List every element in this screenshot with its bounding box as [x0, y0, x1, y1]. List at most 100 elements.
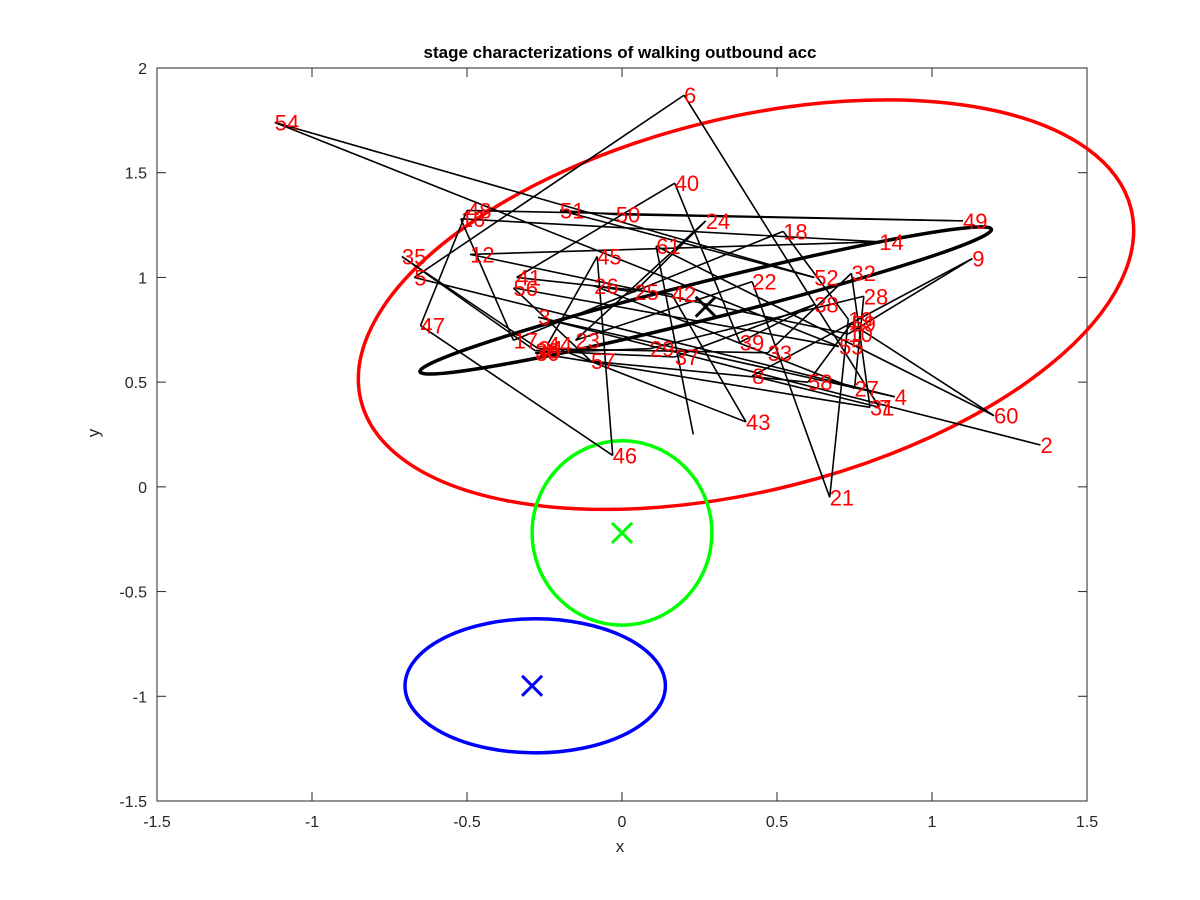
point-label: 26	[594, 274, 618, 299]
trajectory-segment	[596, 256, 614, 456]
point-label: 30	[535, 341, 559, 366]
x-tick-label: -0.5	[453, 814, 481, 831]
trajectory-segment	[828, 319, 850, 498]
point-label: 44	[548, 332, 572, 357]
cluster-centers	[521, 295, 717, 697]
trajectory-segment	[752, 375, 880, 409]
cluster-ellipse	[356, 98, 1136, 512]
point-label: 34	[538, 337, 562, 362]
trajectory-segment	[513, 230, 784, 341]
point-label: 27	[855, 376, 879, 401]
point-label: 16	[461, 207, 485, 232]
trajectory-segment	[655, 245, 695, 435]
point-label: 29	[650, 337, 674, 362]
point-label: 43	[746, 410, 770, 435]
trajectory-segment	[847, 257, 973, 335]
x-tick-label: -1	[305, 814, 319, 831]
y-tick-label: -1.5	[119, 794, 147, 811]
trajectory-segment	[575, 280, 753, 342]
point-label: 25	[634, 280, 658, 305]
point-label: 23	[576, 328, 600, 353]
trajectory-segment	[633, 220, 707, 293]
point-label: 9	[972, 247, 984, 272]
point-label: 24	[706, 209, 730, 234]
trajectory-segment	[460, 218, 515, 341]
trajectory-segment	[593, 285, 855, 390]
y-tick-label: 0.5	[125, 375, 147, 392]
x-tick-label: 0.5	[766, 814, 788, 831]
point-label: 28	[864, 284, 888, 309]
cluster-ellipses	[356, 98, 1136, 755]
point-label: 45	[597, 244, 621, 269]
point-label: 38	[814, 293, 838, 318]
point-label: 3	[538, 305, 550, 330]
y-tick-labels: -1.5 -1 -0.5 0 0.5 1 1.5 2	[119, 61, 147, 811]
point-label: 12	[470, 242, 494, 267]
point-label: 61	[656, 234, 680, 259]
cluster-ellipse	[403, 617, 668, 755]
point-label: 54	[275, 110, 299, 135]
point-label: 58	[808, 370, 832, 395]
trajectory-segment	[559, 209, 815, 279]
point-label: 32	[851, 261, 875, 286]
y-tick-label: 1	[138, 270, 147, 287]
point-label: 37	[675, 345, 699, 370]
trajectory-segment	[538, 316, 895, 398]
y-tick-label: -0.5	[119, 585, 147, 602]
trajectory-segment	[547, 343, 747, 423]
trajectory-segment	[512, 287, 592, 362]
point-label: 48	[467, 198, 491, 223]
point-label: 17	[514, 328, 538, 353]
point-label: 8	[752, 364, 764, 389]
point-label: 39	[740, 330, 764, 355]
point-label: 6	[684, 83, 696, 108]
point-label: 2	[1041, 433, 1053, 458]
point-label: 36	[535, 339, 559, 364]
cluster-center-marker	[521, 674, 544, 697]
trajectory-segment	[274, 121, 840, 348]
trajectory-segment	[615, 213, 964, 222]
point-label: 22	[752, 270, 776, 295]
trajectory-segment	[419, 210, 468, 326]
trajectory-segment	[538, 347, 768, 354]
trajectory-segment	[850, 322, 995, 417]
point-label: 52	[814, 265, 838, 290]
trajectory-segment	[670, 293, 747, 423]
cluster-center-marker	[694, 295, 717, 318]
trajectory-segment	[460, 217, 880, 243]
point-label: 50	[616, 203, 640, 228]
cluster-ellipse	[530, 439, 714, 627]
trajectory-segment	[673, 182, 741, 343]
x-axis-label: x	[616, 837, 625, 856]
x-tick-label: -1.5	[143, 814, 171, 831]
point-label: 31	[870, 395, 894, 420]
trajectory	[274, 94, 1041, 498]
trajectory-segment	[413, 94, 685, 279]
trajectory-segment	[516, 182, 676, 279]
chart-title: stage characterizations of walking outbo…	[424, 43, 817, 62]
point-label: 40	[675, 171, 699, 196]
point-label: 57	[591, 349, 615, 374]
point-label: 46	[613, 443, 637, 468]
trajectory-segment	[546, 256, 598, 345]
point-label: 4	[895, 385, 907, 410]
y-tick-label: -1	[133, 689, 147, 706]
point-label: 49	[963, 209, 987, 234]
trajectory-segment	[655, 245, 995, 417]
x-tick-label: 0	[618, 814, 627, 831]
point-label: 47	[421, 314, 445, 339]
x-tick-labels: -1.5 -1 -0.5 0 0.5 1 1.5	[143, 814, 1098, 831]
trajectory-segment	[807, 323, 853, 383]
point-label: 60	[994, 404, 1018, 429]
point-label: 18	[783, 219, 807, 244]
point-label: 7	[879, 395, 891, 420]
point-label: 21	[830, 485, 854, 510]
y-tick-label: 2	[138, 61, 147, 78]
point-label: 5	[414, 265, 426, 290]
point-label: 41	[517, 265, 541, 290]
point-label: 51	[560, 198, 584, 223]
point-label: 55	[839, 335, 863, 360]
y-tick-label: 0	[138, 480, 147, 497]
